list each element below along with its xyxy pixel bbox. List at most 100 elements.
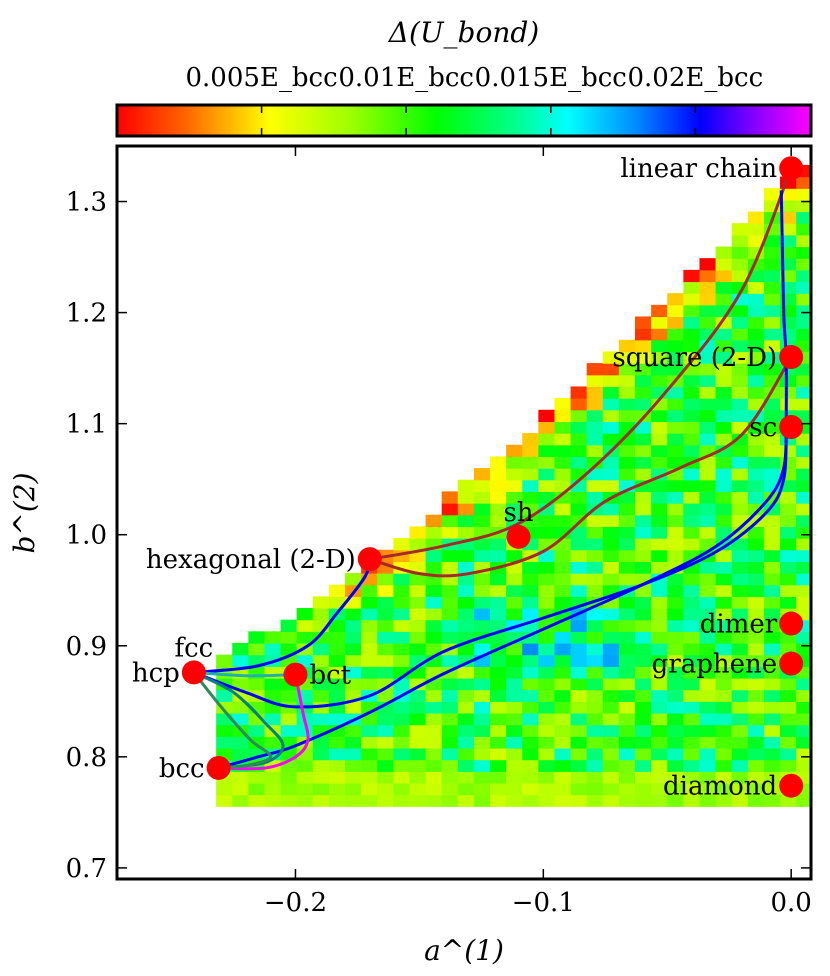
heatmap-cell (635, 398, 652, 411)
heatmap-cell (345, 771, 362, 784)
heatmap-cell (264, 736, 282, 749)
heatmap-cell (506, 724, 523, 737)
heatmap-cell (570, 724, 588, 737)
heatmap-cell (602, 479, 620, 492)
heatmap-cell (538, 514, 556, 527)
heatmap-cell (490, 468, 507, 481)
heatmap-cell (731, 561, 749, 574)
heatmap-cell (715, 689, 733, 702)
heatmap-cell (763, 642, 781, 656)
heatmap-cell (602, 351, 620, 364)
heatmap-cell (570, 456, 588, 469)
heatmap-cell (441, 677, 459, 691)
heatmap-cell (409, 631, 427, 644)
heatmap-cell (490, 666, 507, 679)
heatmap-cell (747, 293, 765, 306)
heatmap-cell (699, 281, 717, 294)
heatmap-cell (328, 724, 346, 737)
heatmap-cell (667, 549, 684, 562)
heatmap-cell (651, 584, 668, 597)
heatmap-cell (554, 433, 572, 446)
heatmap-cell (667, 491, 684, 504)
heatmap-cell (538, 747, 556, 761)
heatmap-cell (506, 549, 523, 562)
label-bcc: bcc (159, 754, 205, 784)
heatmap-cell (377, 771, 394, 784)
colorbar-tick-label: 0.02E_bcc (628, 63, 764, 93)
heatmap-cell (731, 608, 749, 621)
path-hexagonal-to-square (369, 356, 793, 578)
heatmap-cell (780, 328, 797, 341)
heatmap-cell (506, 712, 523, 726)
heatmap-cell (457, 526, 475, 539)
label-sh: sh (503, 498, 533, 528)
path-linear-chain-to-sc (779, 190, 788, 424)
y-tick-label: 0.7 (66, 854, 107, 884)
heatmap-cell (425, 596, 443, 609)
heatmap-cell (377, 724, 394, 737)
heatmap-cell (602, 514, 620, 527)
point-sc (779, 414, 804, 439)
heatmap-cell (473, 573, 491, 586)
heatmap-cell (361, 642, 378, 656)
heatmap-cell (570, 444, 588, 458)
heatmap-cell (731, 642, 749, 656)
heatmap-cell (602, 398, 620, 411)
heatmap-cell (506, 747, 523, 761)
heatmap-cell (522, 479, 539, 492)
heatmap-cell (651, 503, 668, 516)
x-tick-label: −0.1 (512, 888, 575, 918)
heatmap-cell (780, 223, 797, 236)
heatmap-cell (618, 631, 636, 644)
heatmap-cell (506, 794, 523, 807)
heatmap-cell (473, 666, 491, 679)
heatmap-cell (763, 468, 781, 481)
heatmap-cell (683, 514, 701, 527)
heatmap-cell (683, 398, 701, 411)
heatmap-cell (586, 584, 604, 597)
heatmap-cell (635, 689, 652, 702)
heatmap-cell (747, 468, 765, 481)
heatmap-cell (409, 736, 427, 749)
heatmap-cell (731, 374, 749, 388)
heatmap-cell (747, 491, 765, 504)
heatmap-cell (570, 584, 588, 597)
heatmap-cell (731, 339, 749, 353)
heatmap-cell (296, 619, 314, 632)
heatmap-cell (586, 549, 604, 562)
heatmap-cell (312, 654, 330, 667)
colorbar-tick-label: 0.005E_bcc (185, 63, 337, 93)
heatmap-cell (715, 573, 733, 586)
heatmap-cell (232, 712, 249, 726)
heatmap-cell (699, 503, 717, 516)
heatmap-cell (651, 479, 668, 492)
heatmap-cell (747, 316, 765, 329)
heatmap-cell (667, 736, 684, 749)
heatmap-cell (425, 631, 443, 644)
heatmap-cell (635, 666, 652, 679)
heatmap-cell (280, 619, 298, 632)
heatmap-cell (667, 456, 684, 469)
heatmap-cell (409, 596, 427, 609)
heatmap-cell (635, 444, 652, 458)
heatmap-cell (780, 747, 797, 761)
colorbar-tick-label: 0.01E_bcc (338, 63, 474, 93)
heatmap-cell (441, 654, 459, 667)
heatmap-cell (635, 701, 652, 714)
heatmap-cell (409, 759, 427, 772)
heatmap-cell (651, 316, 668, 329)
heatmap-cell (780, 526, 797, 539)
heatmap-cell (490, 491, 507, 504)
heatmap-cell (554, 596, 572, 609)
heatmap-cell (763, 526, 781, 539)
heatmap-cell (586, 724, 604, 737)
heatmap-cell (602, 677, 620, 691)
heatmap-cell (441, 619, 459, 632)
heatmap-cell (296, 724, 314, 737)
heatmap-cell (280, 771, 298, 784)
heatmap-cell (667, 642, 684, 656)
heatmap-cell (667, 782, 684, 796)
heatmap-cell (763, 351, 781, 364)
heatmap-cell (651, 351, 668, 364)
heatmap-cell (506, 771, 523, 784)
